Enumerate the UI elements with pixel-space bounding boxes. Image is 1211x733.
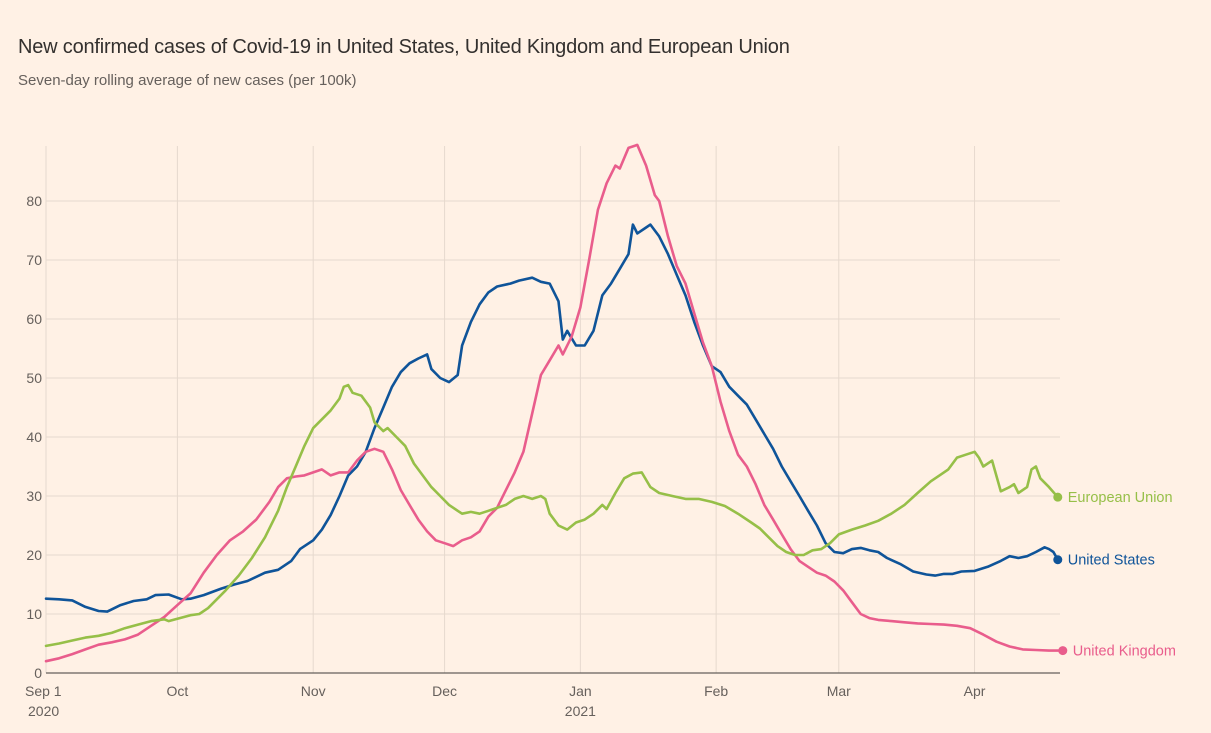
y-tick-label: 20 (26, 547, 42, 563)
y-tick-label: 40 (26, 429, 42, 445)
x-tick-label: Mar (827, 683, 851, 699)
x-tick-sublabel: 2021 (565, 703, 596, 719)
series-lines (44, 143, 1060, 663)
y-tick-label: 0 (34, 665, 42, 681)
series-line-united-states (44, 223, 1060, 613)
x-tick-label: Jan (569, 683, 592, 699)
x-tick-label: Dec (432, 683, 457, 699)
series-label-united-kingdom: United Kingdom (1073, 644, 1176, 660)
chart-title: New confirmed cases of Covid-19 in Unite… (18, 36, 790, 58)
series-end-labels: United States United Kingdom European Unio… (1053, 490, 1176, 660)
horizontal-gridlines (46, 200, 1060, 615)
series-label-european-union: European Union (1068, 490, 1173, 506)
y-tick-label: 10 (26, 606, 42, 622)
vertical-gridlines (45, 146, 976, 673)
y-tick-label: 30 (26, 488, 42, 504)
series-line-european-union (44, 383, 1060, 648)
y-tick-label: 70 (26, 252, 42, 268)
series-end-marker-united-states (1053, 555, 1063, 565)
y-tick-label: 50 (26, 370, 42, 386)
y-tick-label: 80 (26, 193, 42, 209)
chart-subtitle: Seven-day rolling average of new cases (… (18, 72, 357, 89)
series-label-united-states: United States (1068, 553, 1155, 569)
x-tick-label: Nov (301, 683, 326, 699)
x-tick-label: Oct (167, 683, 189, 699)
series-end-marker-european-union (1053, 492, 1063, 502)
series-end-marker-united-kingdom (1058, 646, 1068, 656)
y-tick-label: 60 (26, 311, 42, 327)
x-tick-label: Apr (964, 683, 986, 699)
series-line-united-kingdom (44, 143, 1060, 663)
x-tick-label: Sep 1 (25, 683, 62, 699)
x-tick-label: Feb (704, 683, 728, 699)
y-axis-tick-labels: 0 10 20 30 40 50 60 70 80 (26, 193, 42, 681)
x-tick-sublabel: 2020 (28, 703, 59, 719)
x-axis-tick-labels: Sep 1 2020 Oct Nov Dec Jan 2021 Feb Mar Apr (25, 683, 986, 719)
